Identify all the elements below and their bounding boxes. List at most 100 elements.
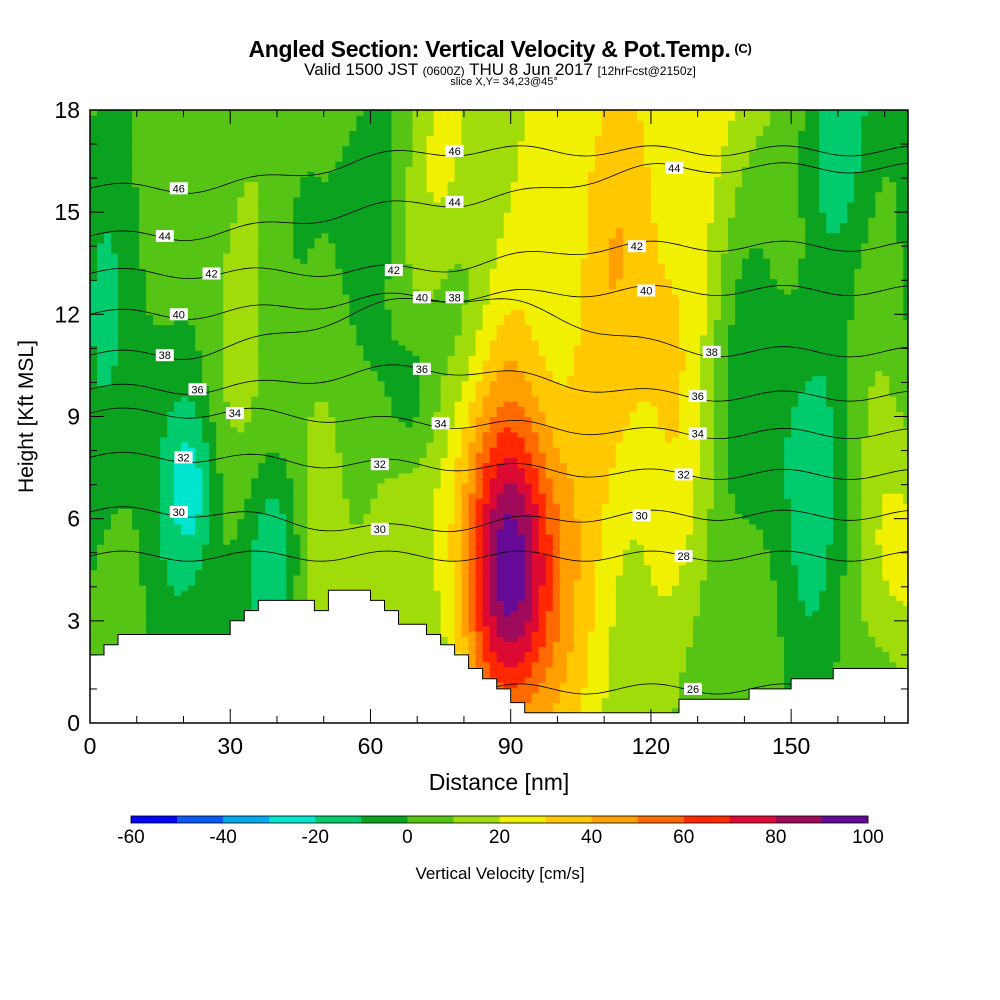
velocity-cell (237, 605, 245, 612)
velocity-cell (195, 467, 203, 474)
velocity-cell (90, 559, 98, 566)
velocity-cell (132, 196, 140, 203)
velocity-cell (195, 247, 203, 254)
velocity-cell (307, 391, 315, 397)
velocity-cell (279, 406, 287, 412)
velocity-cell (321, 447, 329, 453)
velocity-cell (321, 196, 329, 203)
velocity-cell (202, 319, 210, 326)
velocity-cell (258, 293, 266, 300)
velocity-cell (363, 278, 371, 285)
velocity-cell (363, 324, 371, 331)
velocity-cell (258, 477, 266, 484)
velocity-cell (342, 191, 350, 198)
velocity-cell (181, 595, 189, 601)
velocity-cell (202, 237, 210, 244)
velocity-cell (258, 299, 266, 305)
velocity-cell (363, 431, 371, 438)
velocity-cell (230, 528, 238, 535)
velocity-cell (244, 304, 252, 310)
velocity-cell (244, 416, 252, 423)
velocity-cell (223, 605, 231, 612)
velocity-cell (111, 145, 119, 152)
velocity-cell (223, 334, 231, 341)
velocity-cell (216, 605, 224, 612)
velocity-cell (377, 375, 386, 382)
velocity-cell (223, 472, 231, 479)
velocity-cell (104, 350, 112, 356)
velocity-cell (216, 339, 224, 346)
velocity-cell (244, 391, 252, 397)
velocity-cell (328, 217, 336, 223)
velocity-cell (118, 508, 126, 515)
velocity-cell (258, 580, 266, 586)
velocity-cell (90, 130, 98, 137)
velocity-cell (181, 498, 189, 504)
velocity-cell (265, 554, 273, 561)
velocity-cell (279, 222, 287, 229)
velocity-cell (258, 416, 266, 423)
velocity-cell (356, 115, 364, 121)
velocity-cell (132, 140, 140, 147)
velocity-cell (160, 253, 168, 259)
velocity-cell (146, 385, 154, 392)
velocity-cell (153, 549, 161, 555)
velocity-cell (300, 115, 308, 121)
velocity-cell (111, 457, 119, 464)
velocity-cell (265, 370, 273, 377)
velocity-cell (230, 268, 238, 275)
velocity-cell (328, 273, 336, 280)
velocity-cell (272, 258, 280, 264)
velocity-cell (195, 549, 203, 555)
velocity-cell (307, 120, 315, 126)
velocity-cell (314, 391, 322, 397)
velocity-cell (104, 426, 112, 433)
velocity-cell (349, 334, 357, 341)
velocity-cell (349, 436, 357, 443)
velocity-cell (251, 125, 259, 131)
velocity-cell (307, 268, 315, 275)
velocity-cell (209, 559, 217, 566)
velocity-cell (97, 590, 105, 596)
velocity-cell (279, 304, 287, 310)
velocity-cell (237, 580, 245, 586)
velocity-cell (279, 447, 287, 453)
velocity-cell (321, 544, 329, 550)
velocity-cell (188, 268, 196, 275)
velocity-cell (342, 436, 350, 443)
velocity-cell (279, 554, 287, 561)
velocity-cell (349, 115, 357, 121)
velocity-cell (300, 268, 308, 275)
velocity-cell (160, 457, 168, 464)
velocity-cell (90, 247, 98, 254)
velocity-cell (111, 549, 119, 555)
velocity-cell (230, 161, 238, 167)
velocity-cell (251, 309, 259, 315)
velocity-cell (118, 217, 126, 223)
velocity-cell (160, 539, 168, 545)
velocity-cell (335, 130, 343, 137)
velocity-cell (349, 365, 357, 372)
velocity-cell (335, 212, 343, 218)
velocity-cell (356, 436, 364, 443)
velocity-cell (223, 431, 231, 438)
velocity-cell (111, 401, 119, 407)
velocity-cell (125, 161, 133, 167)
velocity-cell (90, 595, 98, 601)
velocity-cell (265, 401, 273, 407)
velocity-cell (118, 421, 126, 428)
velocity-cell (104, 324, 112, 331)
velocity-cell (272, 380, 280, 387)
velocity-cell (356, 304, 364, 310)
velocity-cell (293, 375, 301, 382)
velocity-cell (132, 631, 140, 637)
velocity-cell (251, 534, 259, 540)
velocity-cell (279, 345, 287, 351)
velocity-cell (188, 130, 196, 137)
velocity-cell (104, 365, 112, 372)
velocity-cell (300, 237, 308, 244)
velocity-cell (139, 503, 147, 509)
velocity-cell (97, 355, 105, 361)
velocity-cell (237, 360, 245, 366)
velocity-cell (174, 559, 182, 566)
